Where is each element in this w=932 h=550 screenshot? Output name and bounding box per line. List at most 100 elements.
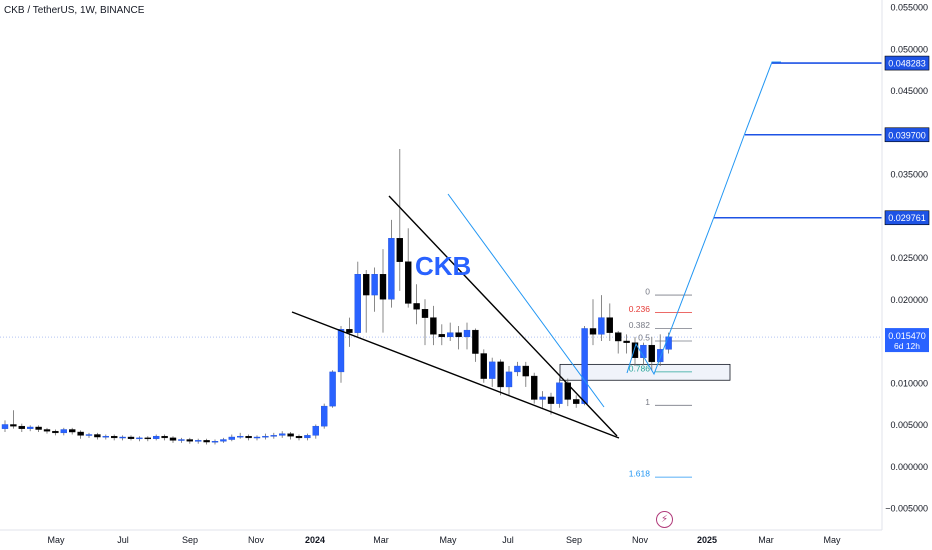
candle-down: [169, 437, 177, 441]
price-label-bg: [884, 210, 930, 226]
candle-up: [119, 436, 126, 439]
price-label-text: 0.039700: [888, 130, 926, 140]
candle-down: [547, 396, 555, 404]
candle-up: [581, 328, 588, 404]
fib-retracement[interactable]: 0 0.236 0.382 0.5 0.786 1 1.618: [629, 287, 692, 479]
support-zone[interactable]: [559, 363, 731, 381]
candle-down: [615, 332, 622, 342]
candle-up: [262, 435, 269, 438]
drawings[interactable]: CKB: [291, 61, 882, 439]
candle-up: [85, 434, 93, 436]
y-axis[interactable]: 0.0550000.0500000.0450000.0400000.035000…: [881, 0, 928, 530]
x-tick-label: 2024: [305, 535, 325, 545]
candle-up: [211, 441, 219, 443]
x-axis[interactable]: May Jul Sep Nov 2024 Mar May Jul Sep Nov 2025 Mar Ma…: [0, 529, 882, 545]
candle-down: [245, 435, 252, 439]
candles: [1, 148, 672, 445]
candle-down: [363, 274, 370, 296]
candle-up: [279, 433, 286, 436]
candle-down: [648, 344, 655, 363]
candle-up: [321, 405, 328, 427]
candle-up: [194, 440, 202, 442]
candle-up: [447, 332, 454, 338]
price-label-text: 0.029761: [888, 213, 926, 223]
candle-down: [346, 329, 353, 333]
price-label-text: 0.048283: [888, 59, 926, 69]
price-label: 0.029761: [884, 210, 930, 226]
candle-up: [236, 435, 244, 438]
x-tick-label: May: [439, 535, 457, 545]
candle-down: [455, 332, 462, 338]
x-tick-label: Nov: [632, 535, 649, 545]
candle-up: [539, 396, 546, 400]
y-tick-label: 0.010000: [890, 378, 928, 388]
candle-down: [430, 317, 437, 335]
candle-up: [102, 435, 110, 438]
chart-title: CKB / TetherUS, 1W, BINANCE: [4, 5, 145, 16]
x-tick-label: Jul: [502, 535, 514, 545]
candle-down: [287, 433, 294, 437]
lightning-icon[interactable]: ⚡: [656, 511, 673, 528]
candle-down: [186, 439, 194, 442]
symbol-watermark: CKB: [415, 251, 471, 281]
x-tick-label: Jul: [117, 535, 129, 545]
candle-down: [531, 375, 538, 400]
candle-down: [77, 431, 84, 436]
candle-down: [564, 382, 571, 400]
candle-down: [522, 365, 529, 377]
candle-down: [421, 309, 429, 318]
candle-up: [228, 436, 236, 440]
candle-down: [606, 317, 613, 333]
x-tick-label: Sep: [182, 535, 198, 545]
candle-up: [371, 274, 378, 296]
candle-up: [304, 435, 311, 439]
price-label: 0.048283: [884, 55, 930, 71]
candle-down: [110, 435, 118, 439]
fib-level-label: 0.5: [638, 333, 650, 343]
candle-down: [94, 434, 101, 438]
candle-down: [68, 429, 76, 433]
y-tick-label: 0.020000: [890, 295, 928, 305]
y-tick-label: 0.000000: [890, 462, 928, 472]
price-label: 0.039700: [884, 127, 930, 143]
price-label-bg: [884, 55, 930, 71]
candle-up: [514, 365, 521, 373]
candle-down: [18, 425, 25, 429]
y-tick-label: 0.025000: [890, 253, 928, 263]
upper-wedge-line: [388, 195, 618, 437]
candle-up: [329, 371, 336, 407]
candle-down: [295, 435, 303, 439]
y-tick-label: 0.005000: [890, 420, 928, 430]
y-tick-label: 0.055000: [890, 3, 928, 13]
fib-level-label: 0.786: [629, 363, 651, 373]
candle-up: [178, 439, 185, 441]
candle-up: [463, 329, 471, 338]
candle-down: [438, 334, 445, 338]
y-tick-label: 0.050000: [890, 44, 928, 54]
price-label-text: 0.015470: [888, 331, 926, 341]
candle-down: [127, 436, 135, 439]
candle-up: [253, 436, 261, 439]
fib-level-label: 0.236: [629, 304, 651, 314]
candle-up: [657, 349, 664, 363]
channel-line: [447, 193, 605, 408]
candle-down: [472, 329, 479, 354]
candle-down: [480, 353, 487, 379]
y-tick-label: −0.005000: [885, 504, 928, 514]
candle-up: [136, 437, 143, 440]
x-tick-label: 2025: [697, 535, 717, 545]
candle-down: [413, 303, 420, 310]
candle-up: [60, 429, 67, 434]
price-label-bg: [885, 328, 929, 353]
candle-up: [270, 435, 277, 437]
candle-down: [631, 342, 639, 358]
x-tick-label: Sep: [566, 535, 582, 545]
candle-up: [312, 425, 319, 436]
x-tick-label: Nov: [248, 535, 265, 545]
candle-up: [505, 371, 513, 388]
candle-down: [161, 435, 168, 439]
candle-up: [220, 439, 227, 442]
